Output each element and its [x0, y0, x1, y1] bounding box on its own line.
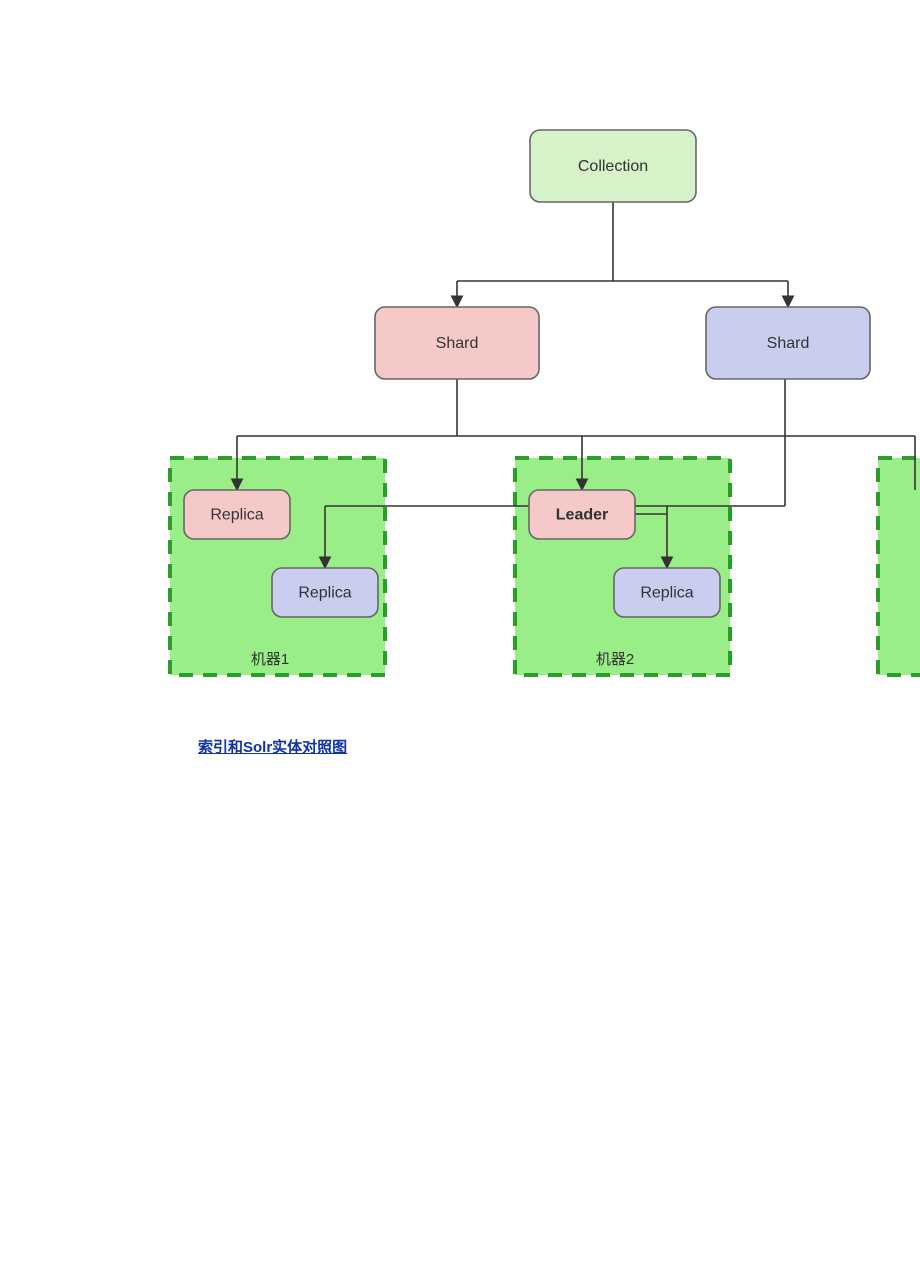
node-collection: Collection	[530, 130, 696, 202]
svg-text:Replica: Replica	[298, 585, 351, 602]
node-rep1a: Replica	[184, 490, 290, 539]
node-shard1: Shard	[375, 307, 539, 379]
node-shard2: Shard	[706, 307, 870, 379]
diagram-svg: 机器1 机器2 Collection Shard Shard Replica Replica…	[0, 0, 920, 1277]
svg-text:Collection: Collection	[578, 158, 648, 175]
svg-text:Replica: Replica	[640, 585, 693, 602]
svg-text:Shard: Shard	[436, 335, 479, 352]
page-root: 机器1 机器2 Collection Shard Shard Replica Replica…	[0, 0, 920, 1277]
svg-text:机器1: 机器1	[251, 651, 289, 668]
svg-text:Replica: Replica	[210, 507, 263, 524]
svg-text:Leader: Leader	[556, 507, 608, 524]
svg-text:Shard: Shard	[767, 335, 810, 352]
caption-link[interactable]: 索引和Solr实体对照图	[198, 736, 347, 757]
node-rep2b: Replica	[614, 568, 720, 617]
svg-text:机器2: 机器2	[596, 651, 634, 668]
node-rep2a: Leader	[529, 490, 635, 539]
node-rep1b: Replica	[272, 568, 378, 617]
